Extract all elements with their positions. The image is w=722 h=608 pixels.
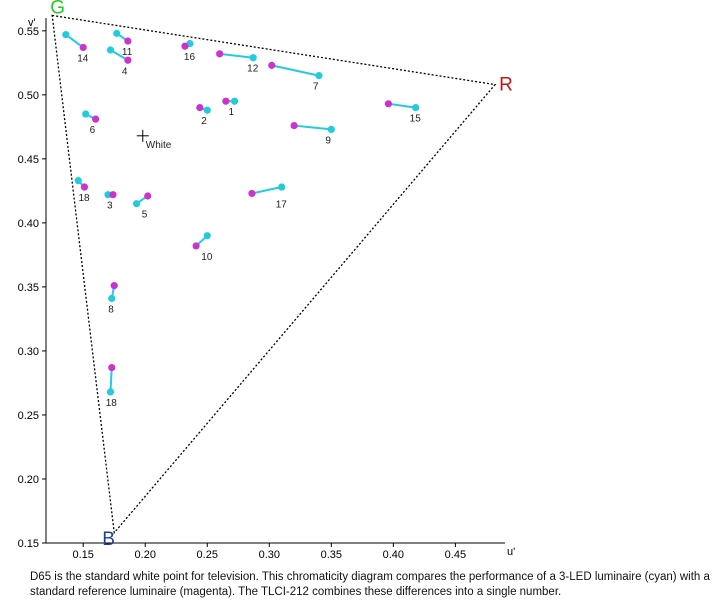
x-tick-label: 0.15 <box>73 549 94 561</box>
y-tick-label: 0.35 <box>18 282 39 294</box>
data-pairs <box>62 29 420 396</box>
x-tick-label: 0.40 <box>383 549 404 561</box>
axes: 0.15 0.20 0.25 0.30 0.35 0.40 0.45 0.15 0.20 0.25… <box>18 17 516 561</box>
reference-point <box>110 282 118 290</box>
led-point <box>104 191 112 199</box>
chart-caption: D65 is the standard white point for tele… <box>30 571 710 598</box>
pair-connector <box>294 124 332 131</box>
y-tick-label: 0.15 <box>18 538 39 550</box>
led-point <box>203 232 211 240</box>
pair-label: 1 <box>229 107 235 118</box>
white-point-label: White <box>146 140 172 151</box>
reference-point <box>196 104 204 112</box>
reference-point <box>181 42 189 50</box>
x-tick-label: 0.45 <box>445 549 466 561</box>
led-point <box>315 72 323 80</box>
gamut-corner-r: R <box>499 75 513 96</box>
pair-label: 3 <box>107 201 113 212</box>
pair-label: 2 <box>201 116 207 127</box>
pair-label: 5 <box>142 210 148 221</box>
y-tick-label: 0.55 <box>18 26 39 38</box>
pair-label: 12 <box>247 64 259 75</box>
pair-label: 4 <box>122 66 128 77</box>
pair-connector <box>219 52 254 59</box>
y-tick-label: 0.30 <box>18 346 39 358</box>
led-point <box>327 125 335 134</box>
pair-connector <box>251 186 282 195</box>
gamut-boundary <box>51 14 497 535</box>
reference-point <box>124 56 132 64</box>
x-tick-label: 0.30 <box>259 549 280 561</box>
pair-connector <box>109 367 113 392</box>
pair-label: 9 <box>325 135 331 146</box>
y-tick-label: 0.20 <box>18 474 39 486</box>
led-point <box>203 106 211 114</box>
pair-label: 18 <box>78 193 90 204</box>
led-point <box>113 29 121 37</box>
led-point <box>230 97 239 105</box>
y-tick-label: 0.45 <box>18 154 39 166</box>
pair-label: 8 <box>108 304 114 315</box>
reference-point <box>192 242 200 250</box>
y-tick-label: 0.25 <box>18 410 39 422</box>
x-axis-label: u' <box>507 546 515 558</box>
pair-label: 7 <box>313 82 319 93</box>
led-point <box>412 104 420 112</box>
pair-label: 17 <box>276 199 288 210</box>
pair-label: 10 <box>201 252 213 263</box>
pair-label: 16 <box>184 52 196 63</box>
pair-label: 15 <box>410 114 422 125</box>
x-tick-label: 0.35 <box>321 549 342 561</box>
x-tick-label: 0.20 <box>135 549 156 561</box>
pair-label: 18 <box>106 398 118 409</box>
led-point <box>106 388 115 396</box>
led-point <box>132 200 141 208</box>
led-point <box>74 177 82 185</box>
reference-point <box>248 189 256 198</box>
led-point <box>278 183 286 191</box>
led-point <box>82 110 90 118</box>
reference-point <box>268 61 276 69</box>
reference-point <box>80 183 89 191</box>
led-point <box>106 46 115 54</box>
reference-point <box>144 192 152 200</box>
gamut-triangle: G R B <box>50 0 513 550</box>
reference-point <box>384 100 392 108</box>
led-point <box>108 294 116 303</box>
pair-label: 14 <box>77 53 89 64</box>
reference-point <box>222 97 230 105</box>
reference-point <box>290 121 298 130</box>
reference-point <box>109 191 117 199</box>
reference-point <box>108 363 116 372</box>
reference-point <box>92 115 100 123</box>
y-axis-label: v' <box>28 17 36 29</box>
pair-label: 11 <box>122 47 133 58</box>
y-tick-label: 0.50 <box>18 90 39 102</box>
x-tick-label: 0.25 <box>197 549 218 561</box>
reference-point <box>216 50 224 58</box>
pair-connector <box>388 102 416 109</box>
gamut-corner-b: B <box>102 529 115 550</box>
led-point <box>249 54 257 62</box>
pair-label: 6 <box>90 125 96 136</box>
pair-connector <box>271 64 320 77</box>
led-point <box>62 31 70 39</box>
reference-point <box>124 37 132 45</box>
y-tick-label: 0.40 <box>18 218 39 230</box>
reference-point <box>79 43 87 52</box>
gamut-corner-g: G <box>50 0 65 18</box>
